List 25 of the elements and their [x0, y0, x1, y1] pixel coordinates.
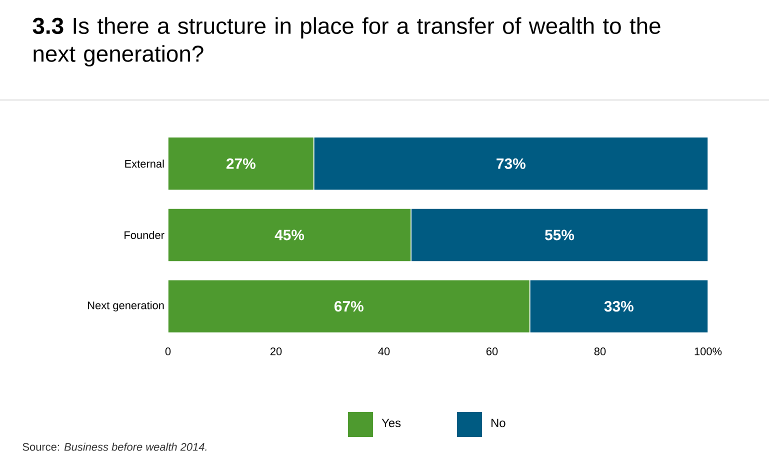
data-label: 55% [545, 230, 574, 240]
x-tick-label: 20 [270, 348, 282, 356]
chart-title: 3.3 Is there a structure in place for a transfer of wealth to the next generation? [32, 17, 660, 66]
y-tick-label: External [125, 160, 164, 168]
data-label: 73% [496, 158, 526, 169]
y-tick-label: Founder [124, 230, 164, 240]
legend-label: Yes [382, 418, 401, 428]
legend-label: No [492, 418, 506, 428]
bar [410, 208, 708, 262]
x-tick-label: 80 [594, 348, 606, 356]
x-tick-label: 0 [165, 348, 171, 356]
data-label: 27% [226, 158, 256, 169]
x-tick-label: 100% [694, 348, 722, 356]
data-label: 45% [274, 230, 304, 240]
bar [168, 136, 314, 191]
data-label: 33% [604, 301, 634, 312]
bar [529, 279, 708, 334]
y-tick-label: Next generation [88, 301, 164, 312]
bar [168, 279, 530, 334]
source-note: Source: Business before wealth 2014. [22, 442, 206, 451]
bar [313, 136, 708, 191]
x-tick-label: 40 [378, 348, 390, 356]
data-label: 67% [334, 301, 364, 312]
x-tick-label: 60 [486, 348, 498, 356]
bar [168, 208, 412, 262]
